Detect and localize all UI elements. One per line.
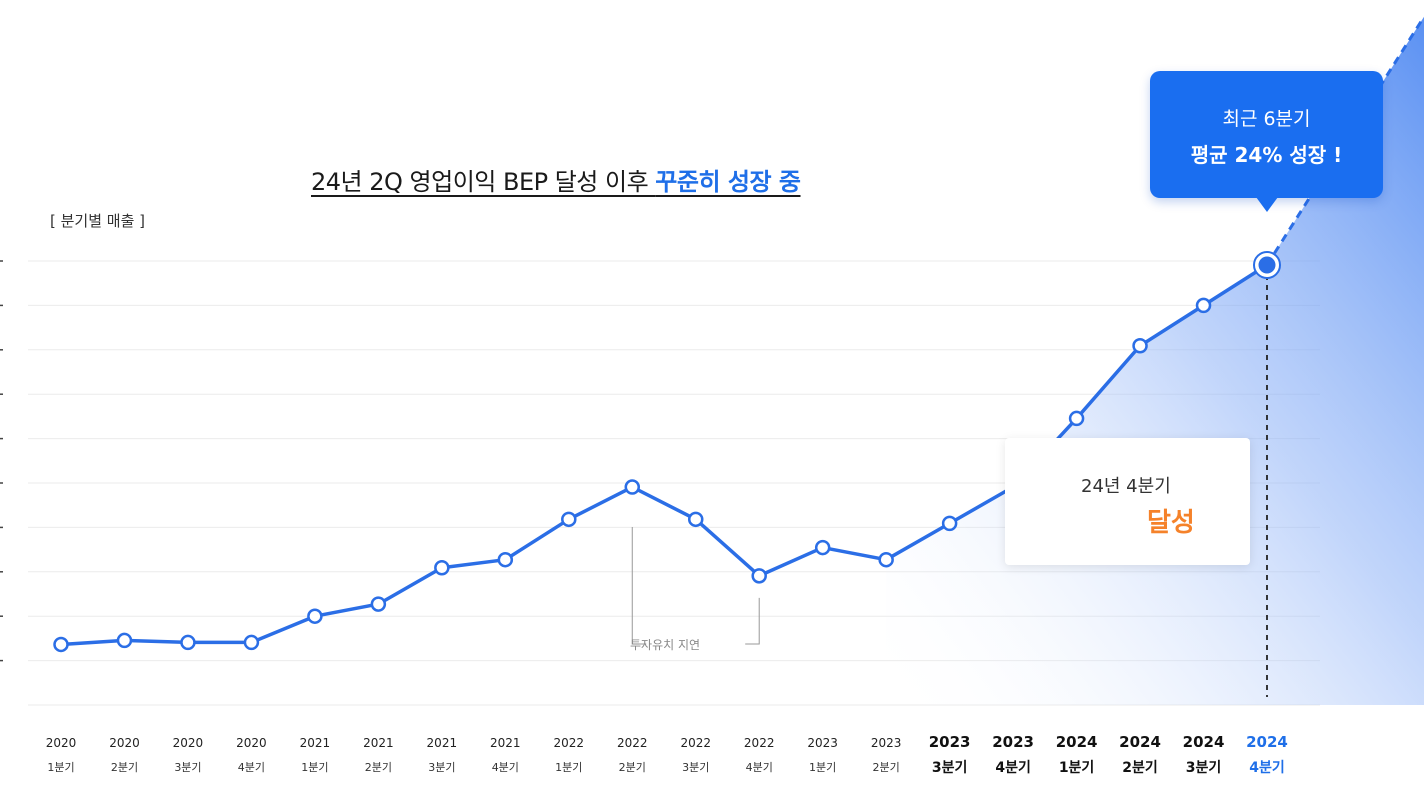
x-tick-label: 2024 2분기 [1105,733,1175,777]
data-point [370,596,387,612]
data-point [561,511,577,528]
x-tick-quarter: 4분기 [237,761,266,774]
x-tick-label: 2022 1분기 [534,736,604,775]
x-tick-year: 2020 [172,736,204,750]
y-axis-label: [ 분기별 매출 ] [50,212,146,230]
x-tick-year: 2024 [1119,733,1161,751]
chart-title-prefix: 24년 2Q 영업이익 BEP 달성 이후 [311,168,656,196]
x-tick-year: 2021 [299,736,331,750]
x-tick-year: 2020 [236,736,267,750]
x-tick-year: 2024 [1182,733,1225,751]
data-point [1132,338,1148,354]
chart-title: 24년 2Q 영업이익 BEP 달성 이후 꾸준히 성장 중 [311,162,801,197]
x-tick-quarter: 3분기 [1185,760,1222,776]
achievement-callout-period: 24년 4분기 [1081,476,1171,497]
annotation-bracket-right [745,597,760,645]
x-tick-year: 2022 [553,736,585,750]
x-tick-year: 2024 [1055,733,1098,751]
x-tick-label: 2022 4분기 [724,736,794,775]
x-tick-year: 2020 [109,736,140,750]
x-tick-year: 2021 [426,736,458,750]
revenue-series-line [60,263,1268,647]
growth-callout: 최근 6분기 평균 24% 성장 ! [1150,71,1383,212]
data-point [497,551,514,568]
x-tick-label: 2021 2분기 [343,736,413,775]
x-tick-quarter: 1분기 [47,761,75,774]
x-tick-quarter: 3분기 [931,760,968,776]
x-tick-label: 2020 1분기 [26,736,96,775]
x-tick-label: 2022 2분기 [597,736,667,775]
growth-callout-pointer [1256,197,1278,212]
data-point [624,479,641,495]
x-tick-year: 2023 [928,733,971,751]
growth-callout-period: 최근 6분기 [1222,108,1311,130]
x-tick-quarter: 2분기 [1122,760,1158,776]
achievement-callout-status: 달성 [1147,508,1195,538]
x-tick-year: 2023 [807,736,838,750]
data-point [751,568,767,584]
data-point [53,636,69,653]
x-tick-quarter: 3분기 [174,761,202,774]
data-point [434,560,450,576]
x-tick-year: 2021 [363,736,394,750]
x-tick-year: 2022 [616,736,648,750]
x-tick-quarter: 2분기 [110,761,139,774]
chart-title-highlight: 꾸준히 성장 중 [655,168,801,196]
x-tick-label: 2022 3분기 [661,736,731,775]
x-tick-quarter: 1분기 [1058,760,1095,776]
x-tick-year: 2024 [1246,733,1288,751]
x-tick-label: 2021 1분기 [280,736,350,775]
data-point [687,511,704,528]
x-tick-label: 2023 3분기 [915,733,985,777]
x-tick-label: 2024 4분기 [1232,733,1302,777]
data-point [307,608,323,624]
x-tick-quarter: 3분기 [428,761,456,774]
annotation-bracket-left [631,527,647,645]
x-tick-quarter: 2분기 [872,761,900,774]
x-tick-quarter: 4분기 [995,760,1031,776]
x-tick-quarter: 3분기 [682,761,710,774]
data-point [180,634,196,651]
data-point [878,551,894,568]
x-tick-label: 2023 2분기 [851,736,921,775]
x-tick-label: 2023 1분기 [788,736,858,775]
x-tick-label: 2020 2분기 [89,736,159,775]
x-tick-label: 2024 1분기 [1042,733,1112,777]
x-tick-quarter: 4분기 [1249,760,1285,776]
data-point-highlight [1258,256,1276,274]
achievement-callout: 24년 4분기 달성 [1005,438,1250,565]
data-point [116,632,133,649]
x-tick-year: 2021 [490,736,521,750]
x-tick-quarter: 4분기 [745,761,773,774]
x-tick-year: 2022 [743,736,775,750]
data-point [941,515,958,532]
x-tick-label: 2020 4분기 [216,736,286,775]
x-tick-year: 2023 [870,736,902,750]
x-tick-quarter: 1분기 [555,761,583,774]
x-tick-label: 2020 3분기 [153,736,223,775]
x-tick-label: 2021 3분기 [407,736,477,775]
x-tick-year: 2022 [680,736,711,750]
data-point [1195,297,1212,314]
x-tick-quarter: 4분기 [491,761,519,774]
x-tick-label: 2024 3분기 [1169,733,1239,777]
data-point [814,539,831,556]
investment-delay-annotation: 투자유치 지연 [630,638,701,652]
x-tick-label: 2021 4분기 [470,736,540,775]
x-tick-year: 2020 [45,736,77,750]
x-tick-label: 2023 4분기 [978,733,1048,777]
x-tick-quarter: 2분기 [618,761,646,774]
growth-callout-rate: 평균 24% 성장 ! [1190,143,1343,167]
data-point [1068,410,1085,427]
x-tick-quarter: 1분기 [809,761,837,774]
data-point [243,634,260,651]
x-tick-quarter: 1분기 [301,761,329,774]
x-tick-quarter: 2분기 [364,761,392,774]
x-tick-year: 2023 [992,733,1034,751]
